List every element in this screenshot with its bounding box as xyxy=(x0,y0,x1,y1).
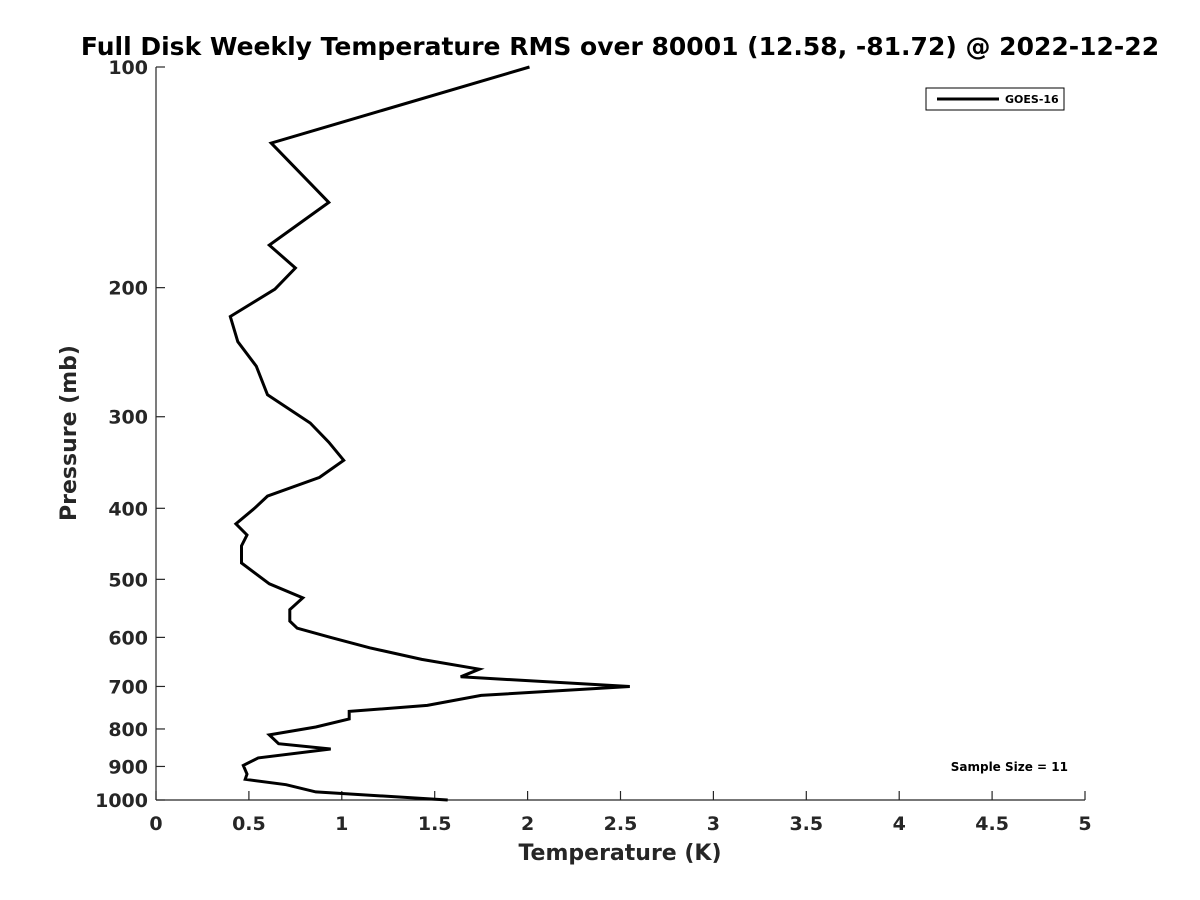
series-line-goes-16 xyxy=(228,65,630,802)
x-tick-label: 1.5 xyxy=(418,813,452,835)
x-tick-label: 5 xyxy=(1078,813,1091,835)
series-layer xyxy=(228,65,630,802)
y-tick-label: 800 xyxy=(108,719,148,741)
x-tick-label: 4 xyxy=(893,813,906,835)
y-tick-label: 200 xyxy=(108,278,148,300)
x-tick-label: 4.5 xyxy=(975,813,1009,835)
ticks: 0 0.5 1 1.5 2 2.5 3 3.5 4 4.5 5 100 200 300 400 500 600 7… xyxy=(95,57,1092,835)
x-tick-label: 2 xyxy=(521,813,534,835)
legend-label-goes-16: GOES-16 xyxy=(1005,93,1059,106)
x-tick-label: 0.5 xyxy=(232,813,266,835)
x-tick-label: 3.5 xyxy=(789,813,823,835)
y-tick-label: 900 xyxy=(108,756,148,778)
y-axis-label: Pressure (mb) xyxy=(57,345,82,521)
x-tick-label: 1 xyxy=(335,813,348,835)
x-tick-label: 0 xyxy=(149,813,162,835)
y-tick-label: 100 xyxy=(108,57,148,79)
y-tick-label: 500 xyxy=(108,569,148,591)
y-tick-label: 700 xyxy=(108,676,148,698)
x-tick-label: 2.5 xyxy=(604,813,638,835)
y-tick-label: 1000 xyxy=(95,790,148,812)
chart-title: Full Disk Weekly Temperature RMS over 80… xyxy=(81,32,1159,61)
y-tick-label: 600 xyxy=(108,627,148,649)
y-tick-label: 300 xyxy=(108,407,148,429)
x-axis-label: Temperature (K) xyxy=(518,841,721,866)
x-tick-label: 3 xyxy=(707,813,720,835)
legend: GOES-16 xyxy=(925,87,1065,111)
sample-size-annotation: Sample Size = 11 xyxy=(951,760,1068,774)
y-tick-label: 400 xyxy=(108,498,148,520)
